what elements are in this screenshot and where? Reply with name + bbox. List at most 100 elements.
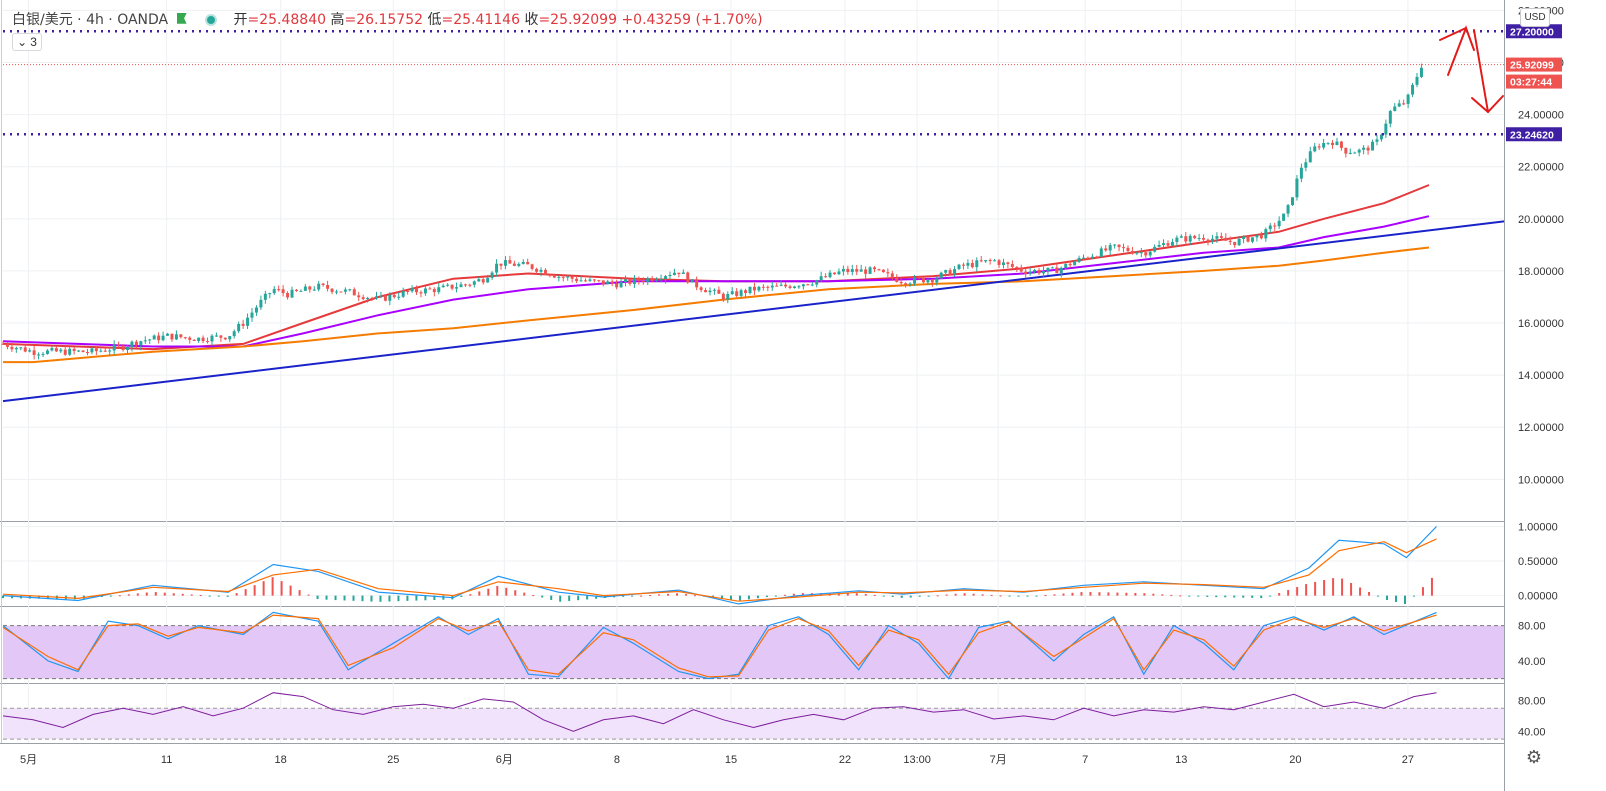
candle-body <box>303 286 307 291</box>
candle-body <box>792 286 796 288</box>
rsi-tick-label: 80.00 <box>1518 695 1546 707</box>
macd-histogram-bar <box>694 595 697 597</box>
x-tick-label: 11 <box>161 754 172 766</box>
rsi-line <box>2 692 1437 732</box>
gear-icon[interactable]: ⚙ <box>1525 747 1543 767</box>
candle-body <box>1406 94 1410 104</box>
candle-body <box>1046 267 1050 272</box>
candle-body <box>10 346 14 350</box>
candle-body <box>846 268 850 272</box>
macd-histogram-bar <box>253 585 256 596</box>
macd-histogram-bar <box>792 593 795 596</box>
candle-body <box>68 348 72 355</box>
candle-body <box>961 264 965 266</box>
candle-body <box>308 286 312 290</box>
macd-histogram-bar <box>478 591 481 596</box>
candle-body <box>50 348 54 351</box>
macd-histogram-bar <box>783 594 786 596</box>
macd-histogram-bar <box>685 594 688 596</box>
candle-body <box>1371 141 1375 151</box>
candle-body <box>81 350 85 353</box>
candle-body <box>815 280 819 285</box>
candle-body <box>1331 142 1335 146</box>
macd-histogram-bar <box>1044 595 1047 597</box>
macd-histogram-bar <box>1386 595 1389 601</box>
macd-histogram-bar <box>559 595 562 602</box>
candle-body <box>59 349 63 352</box>
candle-body <box>566 276 570 278</box>
candle-body <box>583 280 587 282</box>
candle-body <box>54 348 58 352</box>
candle-body <box>5 343 9 347</box>
forecast-arrow-up-head <box>1439 27 1467 41</box>
macd-histogram-bar <box>352 595 355 601</box>
candle-body <box>824 276 828 278</box>
x-tick-label: 5月 <box>20 754 37 766</box>
macd-histogram-bar <box>1323 580 1326 596</box>
candle-body <box>921 278 925 283</box>
macd-histogram-bar <box>316 595 319 600</box>
macd-histogram-bar <box>1116 592 1119 596</box>
candle-body <box>237 323 241 332</box>
candle-body <box>281 289 285 294</box>
candle-body <box>1295 178 1299 198</box>
symbol-title[interactable]: 白银/美元 · 4h · OANDA <box>12 12 169 28</box>
macd-histogram-bar <box>1215 595 1218 598</box>
candle-body <box>312 289 316 291</box>
symbol-legend[interactable]: 白银/美元 · 4h · OANDA 开=25.48840 高=26.15752… <box>12 9 763 29</box>
candle-body <box>770 285 774 288</box>
candle-body <box>761 286 765 288</box>
candle-body <box>1122 247 1126 249</box>
macd-histogram-bar <box>136 593 139 596</box>
macd-histogram-bar <box>873 594 876 596</box>
macd-histogram-bar <box>747 595 750 600</box>
candle-body <box>277 289 281 291</box>
candle-body <box>108 350 112 352</box>
candle-body <box>877 269 881 271</box>
candle-body <box>1388 110 1392 124</box>
candle-body <box>1197 238 1201 240</box>
upper-level-tag-bg <box>1506 24 1562 39</box>
macd-histogram-bar <box>127 594 130 596</box>
candle-body <box>406 290 410 292</box>
forecast-arrow-down <box>1473 29 1489 113</box>
candle-body <box>1188 235 1192 242</box>
macd-histogram-bar <box>1395 595 1398 603</box>
candle-body <box>1090 256 1094 259</box>
candle-body <box>1126 247 1130 252</box>
high-label: 高 <box>330 12 345 28</box>
candle-body <box>930 279 934 283</box>
candle-body <box>1419 67 1423 77</box>
macd-histogram-bar <box>496 585 499 596</box>
candle-body <box>624 279 628 283</box>
candle-body <box>681 272 685 274</box>
macd-histogram-bar <box>541 595 544 598</box>
candle-body <box>806 284 810 286</box>
macd-histogram-bar <box>190 594 193 596</box>
flag-icon[interactable] <box>176 13 187 25</box>
candle-body <box>477 279 481 282</box>
candle-body <box>797 286 801 288</box>
candle-body <box>37 354 41 356</box>
x-tick-label: 20 <box>1289 754 1301 766</box>
indicators-toggle-button[interactable]: ⌄ 3 <box>12 33 42 51</box>
candle-body <box>1353 152 1357 154</box>
candle-body <box>139 341 143 346</box>
candle-body <box>810 284 814 286</box>
candle-body <box>32 350 36 355</box>
macd-histogram-bar <box>729 595 732 600</box>
macd-histogram-bar <box>1197 595 1200 597</box>
candle-body <box>1335 141 1339 146</box>
candle-body <box>1073 261 1077 266</box>
candle-body <box>117 344 121 346</box>
macd-histogram-bar <box>1035 595 1038 597</box>
currency-button[interactable]: USD <box>1520 8 1550 27</box>
candle-body <box>530 264 534 269</box>
candle-body <box>290 289 294 298</box>
macd-histogram-bar <box>1251 595 1254 598</box>
candle-body <box>766 286 770 288</box>
candle-body <box>895 277 899 282</box>
candle-body <box>1095 256 1099 258</box>
candle-body <box>1077 257 1081 262</box>
